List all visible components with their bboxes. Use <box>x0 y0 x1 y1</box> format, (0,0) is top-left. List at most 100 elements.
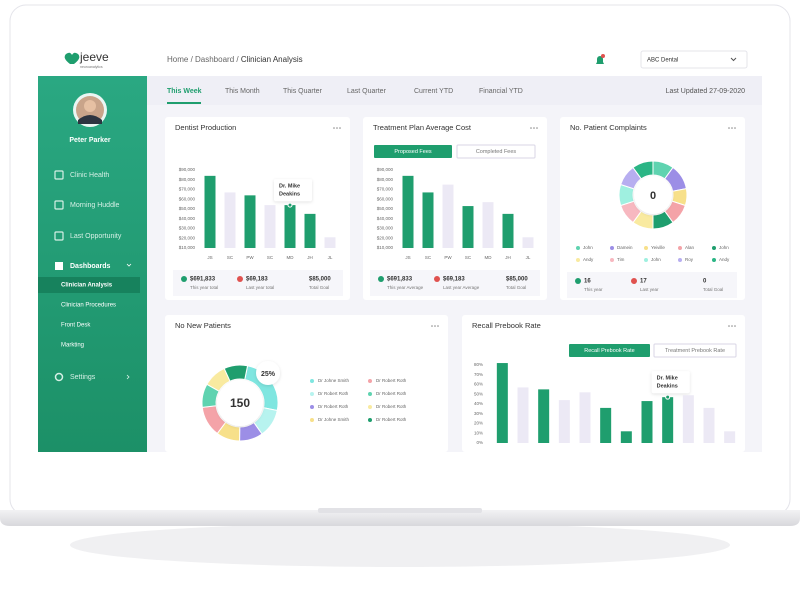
x-tick-label: JH <box>505 255 511 260</box>
y-tick-label: $90,000 <box>377 167 394 172</box>
menu-dot <box>728 325 730 327</box>
legend-label: Dr Johne Smith <box>318 417 350 422</box>
legend-label: Alan <box>685 245 695 250</box>
bar <box>224 192 236 248</box>
nav-icon <box>55 262 63 270</box>
legend-label: Dr Robert Roth <box>376 391 407 396</box>
legend-label: Roy <box>685 257 694 262</box>
y-tick-label: 50% <box>474 391 483 396</box>
bar <box>682 395 694 443</box>
card <box>165 117 350 300</box>
nav-item[interactable]: Settings <box>70 374 96 381</box>
x-tick-label: SC <box>465 255 472 260</box>
summary-label: Total Goal <box>506 285 526 290</box>
bar <box>496 363 508 443</box>
tooltip-anchor <box>665 394 671 400</box>
summary-label: This year <box>584 287 603 292</box>
legend-swatch <box>576 258 580 262</box>
tab-bar <box>147 76 762 105</box>
sub-nav-item[interactable]: Markting <box>61 343 84 349</box>
bell-icon[interactable] <box>596 56 604 64</box>
y-tick-label: $80,000 <box>377 177 394 182</box>
clinic-select[interactable] <box>640 50 748 69</box>
x-tick-label: SC <box>267 255 274 260</box>
y-tick-label: 10% <box>474 430 483 435</box>
legend-label: Dr Robert Roth <box>376 378 407 383</box>
legend-swatch <box>310 418 314 422</box>
legend-swatch <box>644 258 648 262</box>
donut-center-label: 150 <box>230 396 250 410</box>
y-tick-label: $40,000 <box>377 216 394 221</box>
menu-dot <box>536 127 538 129</box>
summary-label: Last year Average <box>443 285 480 290</box>
legend-label: Dr Robert Roth <box>318 404 349 409</box>
tab[interactable]: Current YTD <box>414 88 453 95</box>
status-icon <box>575 278 581 284</box>
toggle-button[interactable] <box>374 145 452 158</box>
x-tick-label: JL <box>526 255 531 260</box>
toggle-button[interactable] <box>569 344 650 357</box>
summary-label: This year total <box>190 285 218 290</box>
x-tick-label: JH <box>307 255 313 260</box>
card-title: No New Patients <box>175 321 231 330</box>
legend-swatch <box>712 246 716 250</box>
summary-value: $85,000 <box>309 277 331 283</box>
x-tick-label: SC <box>227 255 234 260</box>
toggle-button[interactable] <box>456 144 536 159</box>
y-tick-label: $40,000 <box>179 216 196 221</box>
legend-swatch <box>368 379 372 383</box>
avatar-shirt <box>78 115 102 124</box>
legend-swatch <box>368 392 372 396</box>
toggle-label: Treatment Prebook Rate <box>665 348 725 354</box>
tab[interactable]: Last Quarter <box>347 88 387 95</box>
x-tick-label: SC <box>425 255 432 260</box>
clinic-name: ABC Dental <box>647 58 678 64</box>
summary-label: Total Goal <box>703 287 723 292</box>
nav-icon <box>54 170 64 180</box>
menu-dot <box>530 127 532 129</box>
summary-label: This year Average <box>387 285 424 290</box>
nav-item[interactable]: Morning Huddle <box>70 202 120 209</box>
summary-value: 16 <box>584 279 591 285</box>
sub-nav-item[interactable]: Front Desk <box>61 323 91 329</box>
status-icon <box>378 276 384 282</box>
x-tick-label: JL <box>328 255 333 260</box>
tooltip <box>651 371 690 394</box>
nav-item[interactable]: Last Opportunity <box>70 233 122 240</box>
logo: jeeve <box>79 50 109 64</box>
toggle-label: Recall Prebook Rate <box>584 348 634 354</box>
bar <box>703 407 715 443</box>
menu-dot <box>339 127 341 129</box>
summary-value: $69,183 <box>246 277 268 283</box>
menu-dot <box>336 127 338 129</box>
y-tick-label: 0% <box>476 440 483 445</box>
y-tick-label: 60% <box>474 382 483 387</box>
legend-swatch <box>576 246 580 250</box>
nav-item[interactable]: Clinic Health <box>70 172 109 179</box>
menu-dot <box>731 325 733 327</box>
bar <box>724 431 736 443</box>
tab[interactable]: This Quarter <box>283 88 323 95</box>
bar <box>304 213 316 248</box>
bar <box>442 184 454 248</box>
bar <box>324 237 336 248</box>
legend-label: Andy <box>719 257 730 262</box>
bar <box>600 407 612 443</box>
tab[interactable]: This Month <box>225 88 260 95</box>
legend-label: Tim <box>617 257 625 262</box>
value-label: 25% <box>261 371 276 378</box>
y-tick-label: $70,000 <box>179 187 196 192</box>
toggle-button[interactable] <box>653 343 737 358</box>
legend-label: Yeiville <box>651 245 665 250</box>
nav-item[interactable]: Dashboards <box>70 263 111 270</box>
legend-label: Dr Johne Smith <box>318 378 350 383</box>
y-tick-label: 30% <box>474 411 483 416</box>
tab[interactable]: Financial YTD <box>479 88 523 95</box>
bar <box>620 431 632 443</box>
sub-nav-item[interactable]: Clinician Procedures <box>61 303 116 309</box>
legend-swatch <box>610 258 614 262</box>
bar <box>502 213 514 248</box>
tab[interactable]: This Week <box>167 88 202 95</box>
summary-bg <box>370 270 540 296</box>
sub-nav-item[interactable]: Clinician Analysis <box>61 283 113 289</box>
